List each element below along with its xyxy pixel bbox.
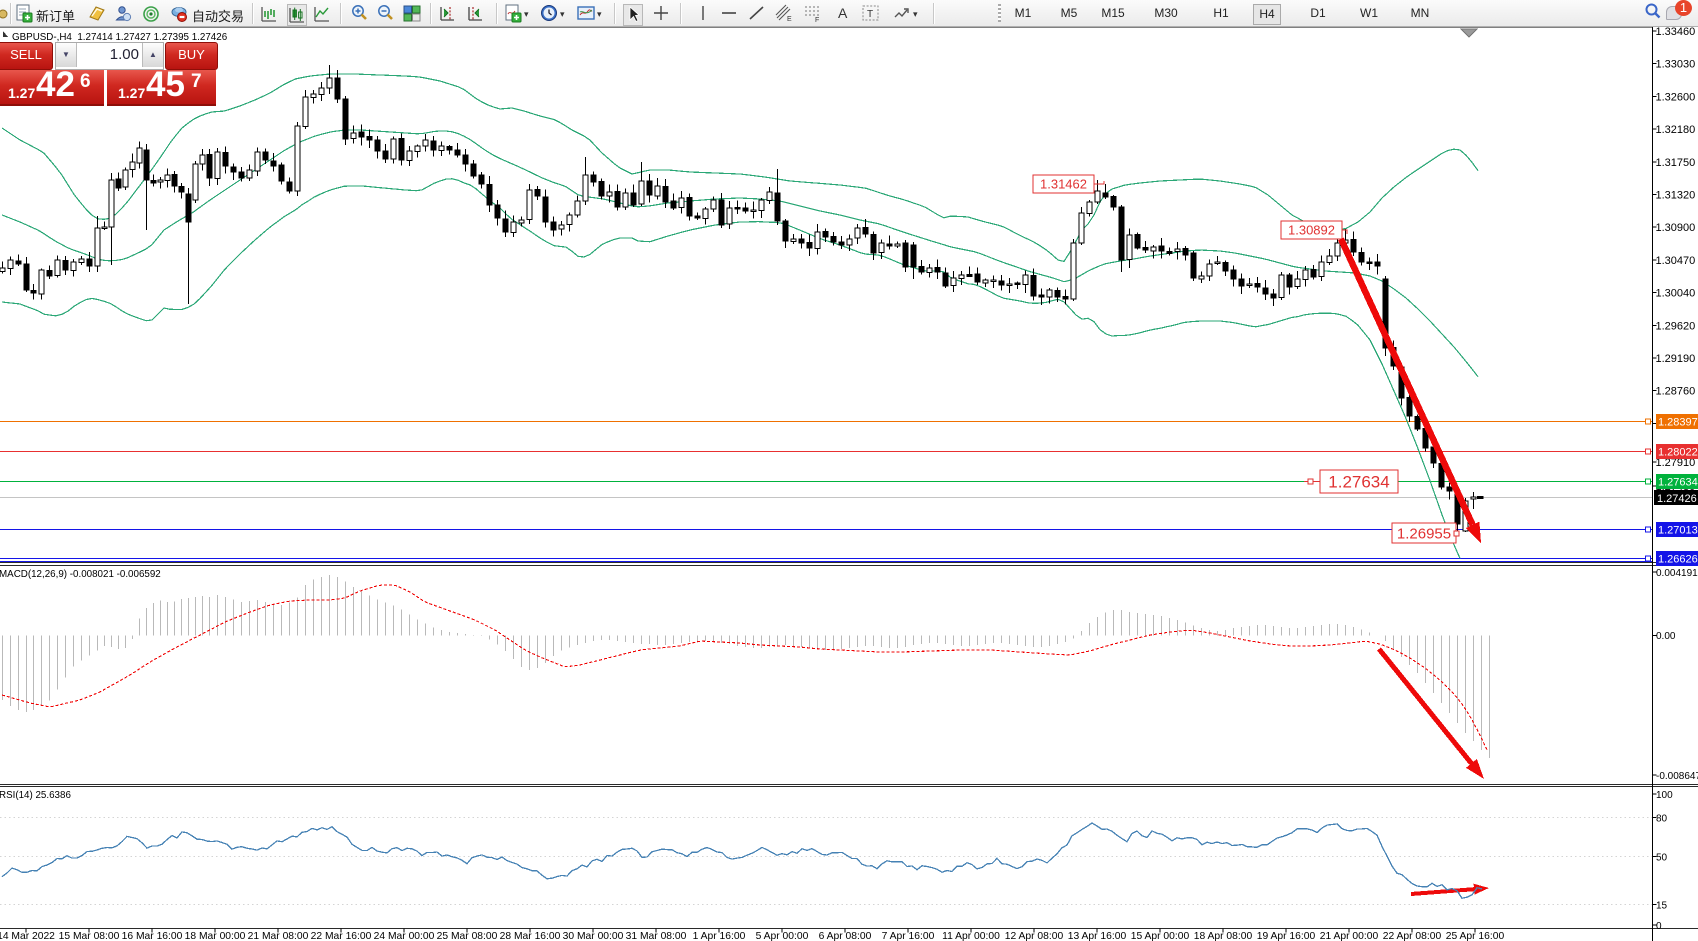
svg-text:30 Mar 00:00: 30 Mar 00:00: [563, 931, 624, 941]
svg-text:1.27634: 1.27634: [1658, 477, 1698, 489]
svg-text:1.28022: 1.28022: [1658, 447, 1698, 459]
svg-text:F: F: [815, 17, 819, 24]
svg-text:0.00: 0.00: [1656, 631, 1676, 642]
svg-text:18 Apr 08:00: 18 Apr 08:00: [1194, 931, 1253, 941]
svg-text:1.29190: 1.29190: [1656, 353, 1696, 365]
svg-text:5 Apr 00:00: 5 Apr 00:00: [756, 931, 809, 941]
svg-text:1.27013: 1.27013: [1658, 525, 1698, 537]
svg-text:18 Mar 00:00: 18 Mar 00:00: [185, 931, 246, 941]
svg-text:1.30040: 1.30040: [1656, 288, 1696, 300]
svg-text:15 Mar 08:00: 15 Mar 08:00: [59, 931, 120, 941]
svg-text:1.27426: 1.27426: [1657, 493, 1697, 505]
svg-text:-0.008647: -0.008647: [1656, 771, 1698, 782]
svg-text:1.31462: 1.31462: [1040, 177, 1087, 192]
svg-text:1.31320: 1.31320: [1656, 190, 1696, 202]
svg-text:15: 15: [1656, 901, 1668, 912]
svg-text:7 Apr 16:00: 7 Apr 16:00: [882, 931, 935, 941]
svg-text:0.004191: 0.004191: [1656, 568, 1698, 579]
svg-text:1 Apr 16:00: 1 Apr 16:00: [693, 931, 746, 941]
svg-text:1.27634: 1.27634: [1328, 473, 1389, 492]
svg-text:22 Apr 08:00: 22 Apr 08:00: [1383, 931, 1442, 941]
svg-text:21 Mar 08:00: 21 Mar 08:00: [248, 931, 309, 941]
svg-text:16 Mar 16:00: 16 Mar 16:00: [122, 931, 183, 941]
svg-text:RSI(14) 25.6386: RSI(14) 25.6386: [0, 790, 71, 801]
svg-text:13 Apr 16:00: 13 Apr 16:00: [1068, 931, 1127, 941]
svg-text:1.27910: 1.27910: [1656, 457, 1696, 469]
svg-text:1.28397: 1.28397: [1658, 417, 1698, 429]
svg-text:25 Apr 16:00: 25 Apr 16:00: [1446, 931, 1505, 941]
svg-text:14 Mar 2022: 14 Mar 2022: [0, 931, 55, 941]
svg-text:1.30892: 1.30892: [1288, 223, 1335, 238]
svg-text:21 Apr 00:00: 21 Apr 00:00: [1320, 931, 1379, 941]
svg-text:1.29620: 1.29620: [1656, 320, 1696, 332]
svg-text:1.26626: 1.26626: [1658, 554, 1698, 566]
svg-text:1.33460: 1.33460: [1656, 26, 1696, 38]
svg-text:100: 100: [1656, 790, 1673, 801]
svg-text:1.28760: 1.28760: [1656, 386, 1696, 398]
svg-text:1.30900: 1.30900: [1656, 222, 1696, 234]
svg-text:12 Apr 08:00: 12 Apr 08:00: [1005, 931, 1064, 941]
svg-text:GBPUSD-,H4 1.27414 1.27427 1.: GBPUSD-,H4 1.27414 1.27427 1.27395 1.274…: [12, 32, 228, 43]
svg-text:1.26955: 1.26955: [1397, 525, 1451, 542]
svg-text:50: 50: [1656, 853, 1668, 864]
svg-text:1.31750: 1.31750: [1656, 157, 1696, 169]
svg-text:22 Mar 16:00: 22 Mar 16:00: [311, 931, 372, 941]
svg-text:1.32600: 1.32600: [1656, 91, 1696, 103]
svg-text:MACD(12,26,9) -0.008021 -0.006: MACD(12,26,9) -0.008021 -0.006592: [0, 569, 161, 580]
svg-text:31 Mar 08:00: 31 Mar 08:00: [626, 931, 687, 941]
svg-text:19 Apr 16:00: 19 Apr 16:00: [1257, 931, 1316, 941]
svg-text:11 Apr 00:00: 11 Apr 00:00: [942, 931, 1000, 941]
svg-text:25 Mar 08:00: 25 Mar 08:00: [437, 931, 498, 941]
svg-text:1.30470: 1.30470: [1656, 255, 1696, 267]
svg-text:1.32180: 1.32180: [1656, 124, 1696, 136]
svg-text:0: 0: [1656, 921, 1662, 932]
svg-text:15 Apr 00:00: 15 Apr 00:00: [1131, 931, 1190, 941]
svg-text:24 Mar 00:00: 24 Mar 00:00: [374, 931, 435, 941]
svg-text:28 Mar 16:00: 28 Mar 16:00: [500, 931, 561, 941]
svg-text:1.33030: 1.33030: [1656, 59, 1696, 71]
svg-text:80: 80: [1656, 814, 1668, 825]
svg-text:E: E: [787, 16, 792, 23]
svg-text:6 Apr 08:00: 6 Apr 08:00: [819, 931, 872, 941]
svg-text:T: T: [867, 9, 873, 20]
